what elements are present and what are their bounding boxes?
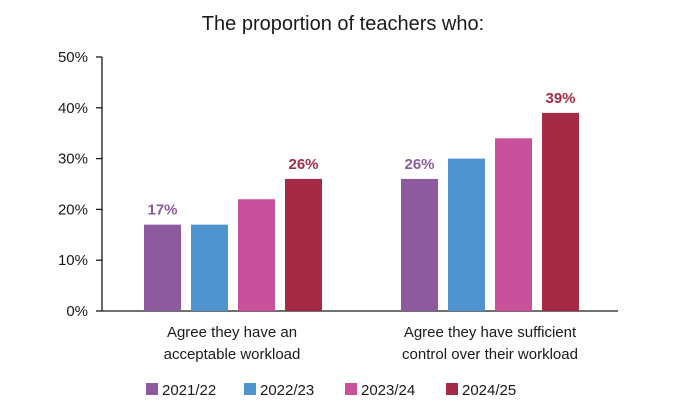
bars [144,112,579,311]
y-tick-label: 20% [58,201,88,218]
legend: 2021/22 2022/23 2023/24 2024/25 [146,382,516,399]
y-tick-label: 30% [58,151,88,168]
legend-swatch [446,383,458,395]
y-tick-label: 50% [58,49,88,66]
category-label: Agree they have an [167,324,297,341]
y-tick-label: 0% [66,303,88,320]
legend-label: 2024/25 [462,382,516,399]
y-axis: 0% 10% 20% 30% 40% 50% [58,49,618,320]
y-tick-label: 10% [58,252,88,269]
y-tick-label: 40% [58,100,88,117]
bar [542,112,579,311]
legend-label: 2023/24 [361,382,415,399]
bar [448,158,485,311]
bar [495,138,532,311]
category-label: Agree they have sufficient [404,324,577,341]
data-label: 26% [288,156,318,173]
data-labels: 17% 26% 26% 39% [147,90,575,219]
chart-title: The proportion of teachers who: [202,13,484,35]
legend-swatch [345,383,357,395]
bar [144,224,181,311]
legend-label: 2021/22 [162,382,216,399]
bar [285,178,322,311]
legend-swatch [146,383,158,395]
legend-item: 2022/23 [244,382,314,399]
data-label: 17% [147,202,177,219]
category-label: control over their workload [402,346,578,363]
legend-item: 2024/25 [446,382,516,399]
bar [191,224,228,311]
category-label: acceptable workload [164,346,301,363]
bar [238,199,275,311]
legend-item: 2023/24 [345,382,415,399]
legend-label: 2022/23 [260,382,314,399]
data-label: 26% [404,156,434,173]
category-labels: Agree they have an acceptable workload Agr… [164,324,578,363]
legend-swatch [244,383,256,395]
bar [401,178,438,311]
data-label: 39% [545,90,575,107]
legend-item: 2021/22 [146,382,216,399]
